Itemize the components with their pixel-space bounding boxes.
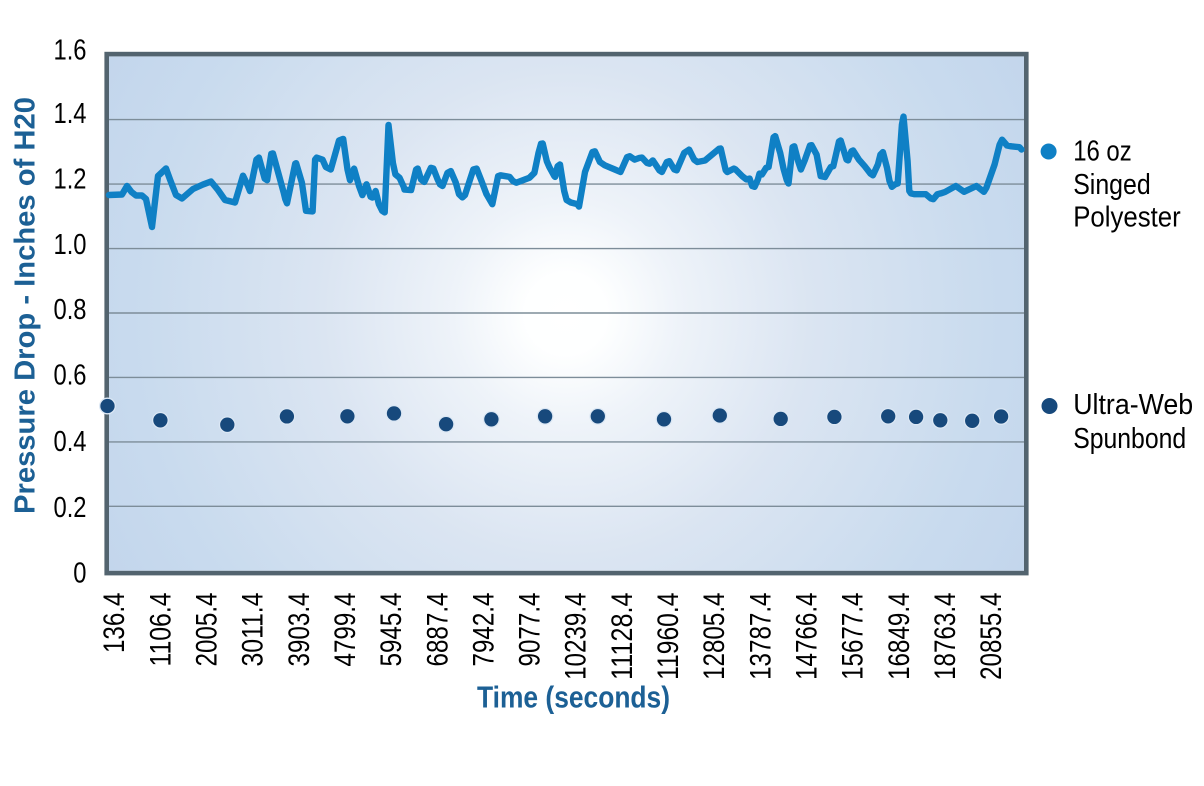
svg-text:0: 0 [73, 557, 86, 589]
svg-text:Singed: Singed [1073, 169, 1151, 201]
svg-text:0.4: 0.4 [54, 426, 87, 458]
svg-text:1.0: 1.0 [54, 229, 87, 261]
svg-text:12805.4: 12805.4 [698, 593, 731, 680]
svg-text:11128.4: 11128.4 [606, 593, 639, 680]
svg-text:1106.4: 1106.4 [144, 593, 177, 667]
svg-text:4799.4: 4799.4 [329, 593, 362, 667]
svg-text:14766.4: 14766.4 [791, 593, 824, 680]
svg-text:3011.4: 3011.4 [237, 593, 270, 667]
svg-text:136.4: 136.4 [98, 593, 131, 654]
svg-text:5945.4: 5945.4 [375, 593, 408, 667]
svg-text:0.6: 0.6 [54, 359, 87, 391]
svg-text:18763.4: 18763.4 [929, 593, 962, 680]
svg-text:1.4: 1.4 [54, 98, 87, 130]
svg-text:Polyester: Polyester [1073, 202, 1181, 234]
svg-text:6887.4: 6887.4 [421, 593, 454, 667]
svg-text:Spunbond: Spunbond [1073, 423, 1186, 455]
svg-text:0.8: 0.8 [54, 294, 87, 326]
svg-text:13787.4: 13787.4 [744, 593, 777, 680]
svg-text:20855.4: 20855.4 [975, 592, 1008, 679]
svg-text:Ultra-Web: Ultra-Web [1073, 389, 1193, 421]
svg-text:2005.4: 2005.4 [191, 593, 224, 667]
svg-text:11960.4: 11960.4 [652, 593, 685, 680]
svg-text:10239.4: 10239.4 [560, 593, 593, 680]
svg-text:15677.4: 15677.4 [837, 593, 870, 680]
svg-text:7942.4: 7942.4 [467, 593, 500, 667]
svg-text:0.2: 0.2 [54, 492, 87, 524]
svg-text:16849.4: 16849.4 [883, 593, 916, 680]
svg-text:Time (seconds): Time (seconds) [477, 680, 670, 715]
svg-text:16 oz: 16 oz [1073, 136, 1132, 168]
svg-text:3903.4: 3903.4 [283, 593, 316, 667]
svg-text:9077.4: 9077.4 [514, 593, 547, 667]
svg-text:1.6: 1.6 [54, 34, 87, 66]
svg-text:Pressure Drop - Inches of H20: Pressure Drop - Inches of H20 [10, 97, 42, 514]
svg-text:1.2: 1.2 [54, 164, 87, 196]
